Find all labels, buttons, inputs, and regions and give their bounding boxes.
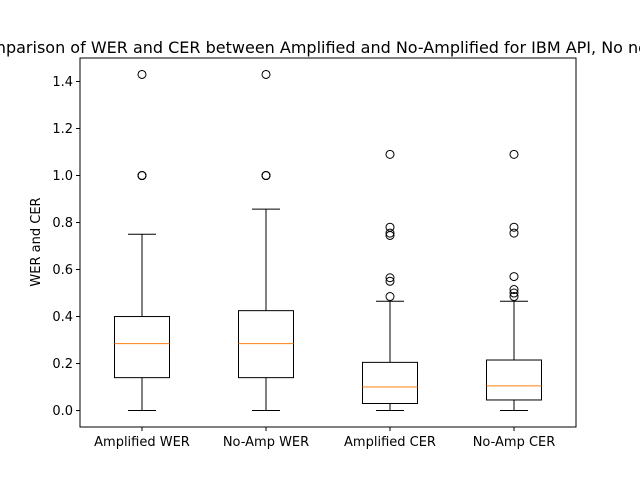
plot-frame	[79, 57, 577, 428]
chart-title: Comparison of WER and CER between Amplif…	[0, 38, 640, 57]
y-axis: 0.0 0.2 0.4 0.6 0.8 1.0 1.2 1.4	[52, 75, 80, 419]
y-tick-label: 0.6	[52, 263, 73, 278]
x-tick-label: Amplified WER	[94, 435, 190, 450]
outlier-point	[385, 149, 395, 159]
y-tick-label: 1.0	[52, 169, 73, 184]
outlier-point	[509, 285, 519, 295]
outlier-point	[509, 272, 519, 282]
outlier-point	[385, 292, 395, 302]
y-tick-label: 1.4	[52, 75, 73, 90]
plot-area	[114, 69, 542, 412]
outlier-point	[509, 288, 519, 298]
y-tick-label: 0.2	[52, 357, 73, 372]
outlier-point	[385, 228, 395, 238]
x-tick-label: No-Amp CER	[473, 435, 556, 450]
x-tick-label: No-Amp WER	[223, 435, 309, 450]
outlier-point	[385, 273, 395, 283]
outlier-point	[385, 276, 395, 286]
x-tick-label: Amplified CER	[344, 435, 436, 450]
outlier-point	[137, 69, 147, 79]
y-tick-label: 0.8	[52, 216, 73, 231]
outlier-point	[385, 222, 395, 232]
y-tick-label: 0.0	[52, 404, 73, 419]
outlier-point	[137, 171, 147, 181]
y-axis-label: WER and CER	[29, 197, 44, 286]
box	[362, 361, 418, 404]
box	[114, 316, 170, 379]
outlier-point	[509, 292, 519, 302]
box-group	[114, 69, 170, 412]
outlier-point	[509, 222, 519, 232]
box-group	[238, 69, 294, 412]
y-tick-label: 1.2	[52, 122, 73, 137]
x-axis: Amplified WER No-Amp WER Amplified CER No-A…	[94, 427, 555, 450]
box	[486, 359, 542, 401]
outlier-point	[261, 171, 271, 181]
outlier-point	[509, 149, 519, 159]
outlier-point	[509, 228, 519, 238]
box-group	[486, 149, 542, 412]
y-tick-label: 0.4	[52, 310, 73, 325]
box	[238, 310, 294, 379]
box-group	[362, 149, 418, 412]
outlier-point	[261, 69, 271, 79]
